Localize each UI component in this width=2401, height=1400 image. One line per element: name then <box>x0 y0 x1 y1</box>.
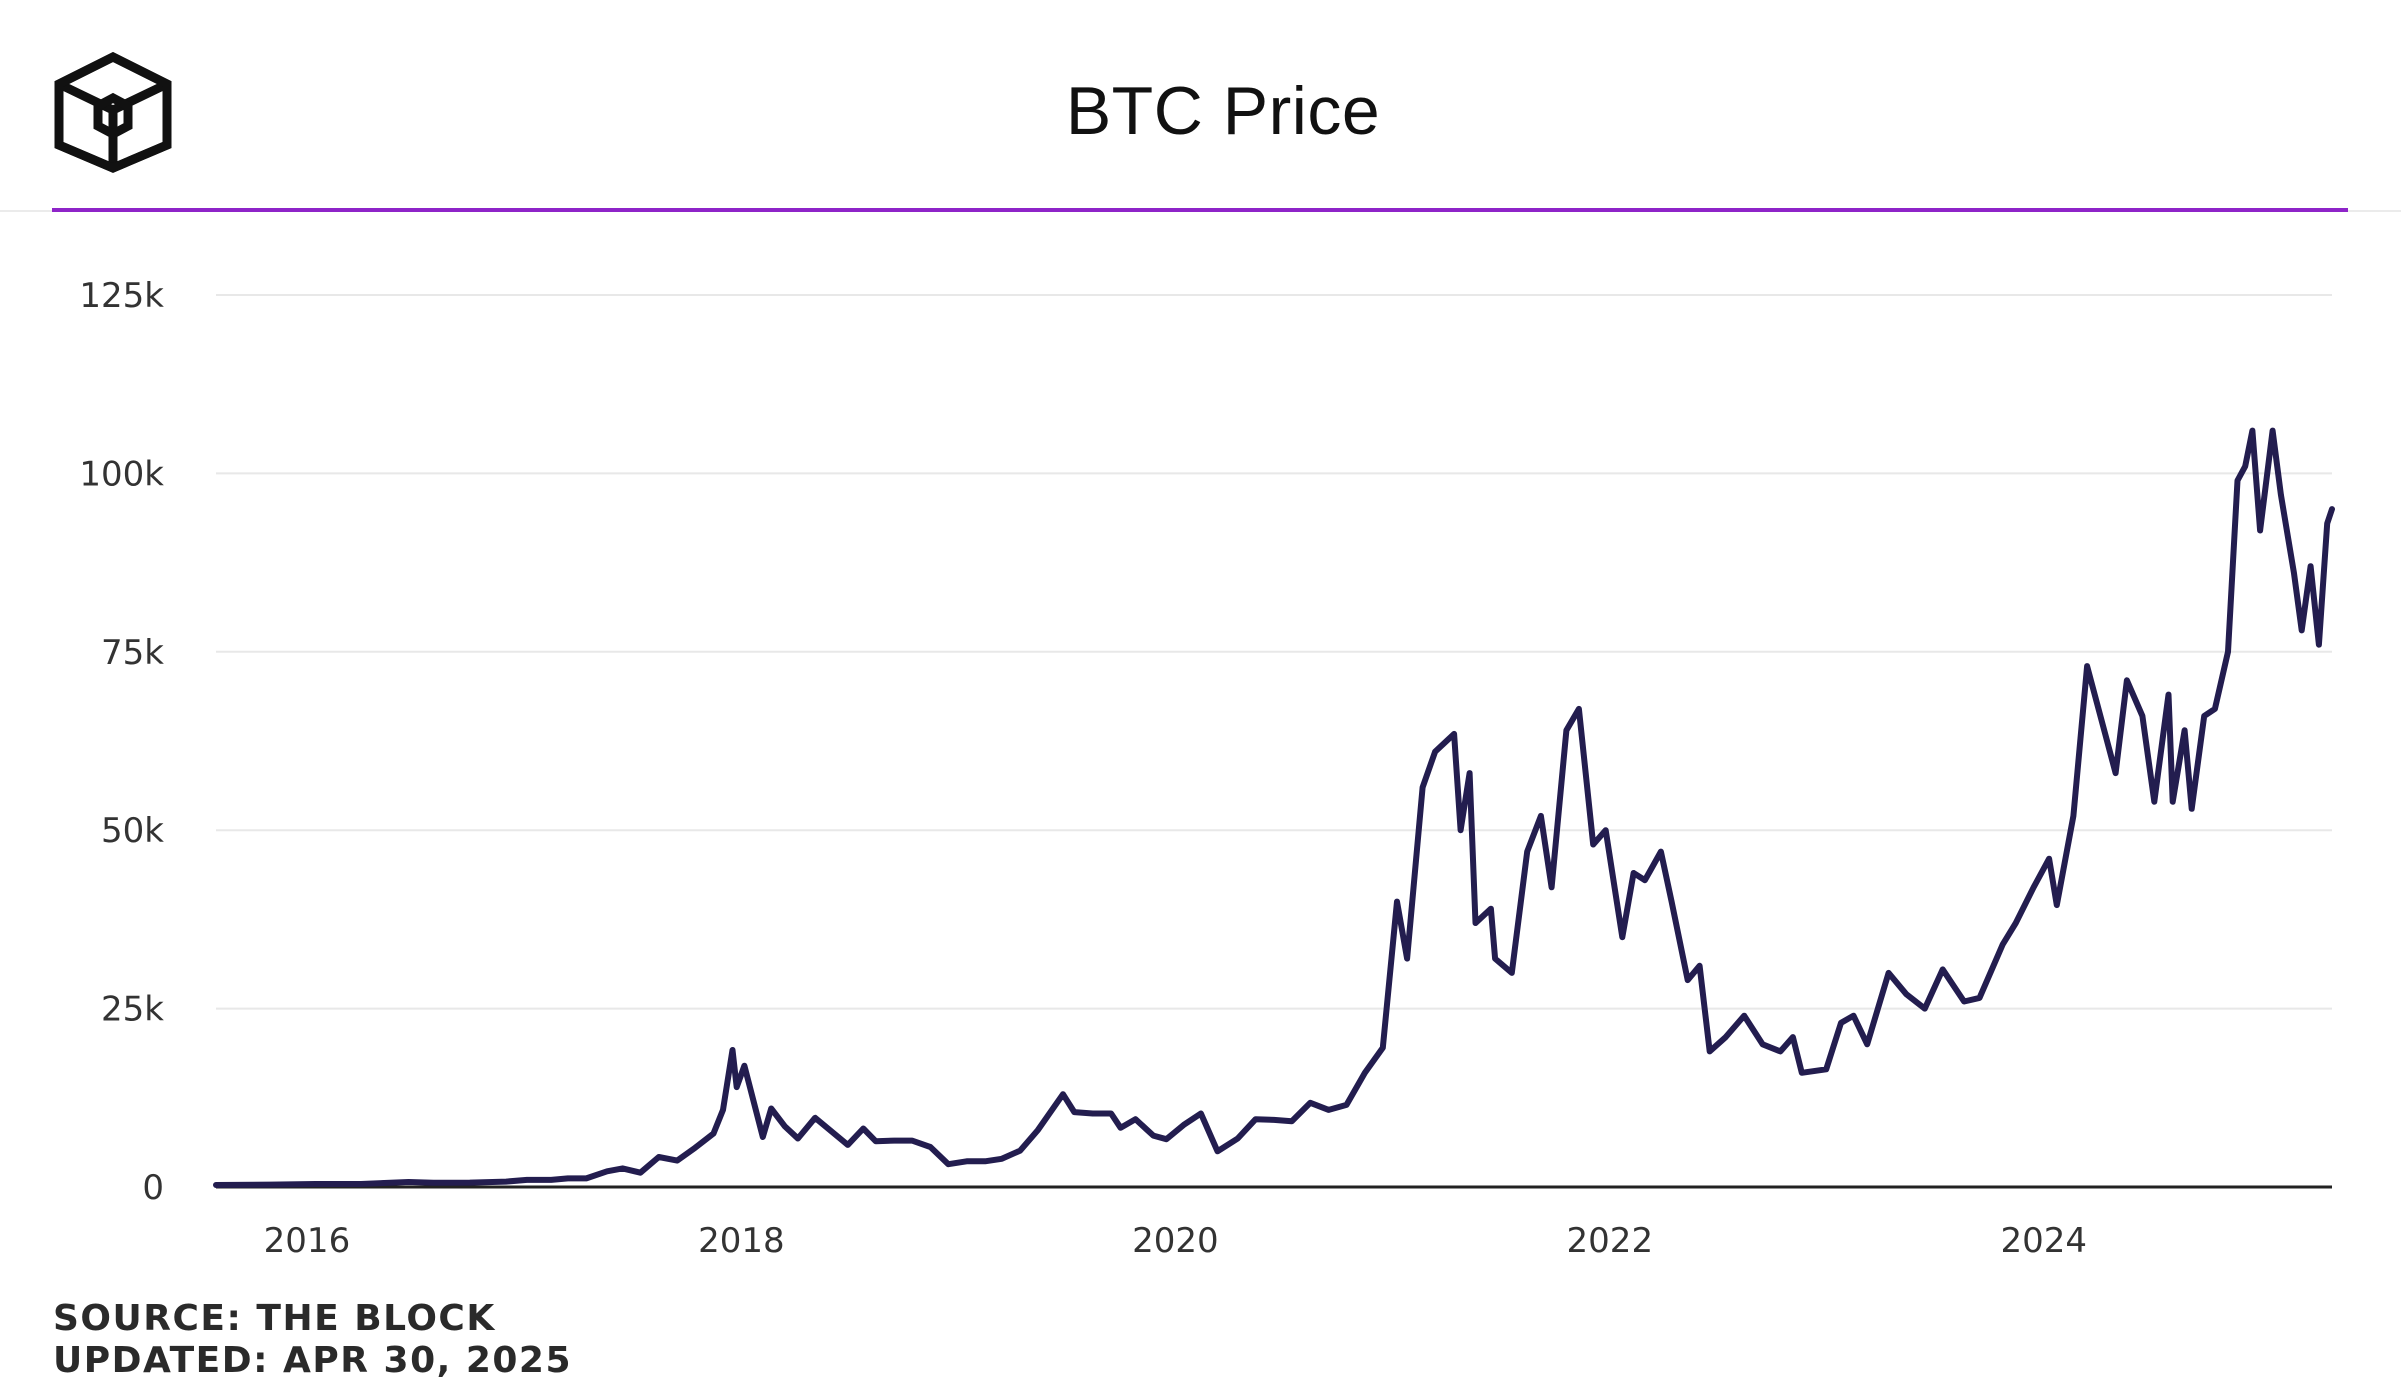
y-tick-label: 125k <box>79 276 164 316</box>
x-tick-label: 2024 <box>2000 1221 2087 1261</box>
chart-title: BTC Price <box>1065 73 1381 149</box>
title-accent-line <box>52 208 2348 212</box>
y-tick-label: 50k <box>101 811 164 851</box>
x-axis-tick-labels: 2016 2018 2020 2022 2024 <box>264 1221 2087 1261</box>
x-tick-label: 2022 <box>1567 1221 1654 1261</box>
x-tick-label: 2020 <box>1132 1221 1219 1261</box>
chart-footer: SOURCE: THE BLOCK UPDATED: APR 30, 2025 <box>53 1298 572 1382</box>
y-tick-label: 25k <box>101 990 164 1030</box>
y-tick-label: 0 <box>142 1168 164 1208</box>
y-axis-tick-labels: 0 25k 50k 75k 100k 125k <box>79 276 164 1208</box>
btc-price-series-line <box>213 427 2335 1188</box>
updated-note: UPDATED: APR 30, 2025 <box>53 1340 573 1381</box>
the-block-cube-logo-icon <box>54 51 172 173</box>
x-tick-label: 2018 <box>698 1221 785 1261</box>
y-tick-label: 100k <box>79 454 164 494</box>
x-tick-label: 2016 <box>264 1221 351 1261</box>
y-tick-label: 75k <box>101 633 164 673</box>
grid-lines <box>216 294 2332 1010</box>
series-group <box>213 427 2335 1188</box>
source-note: SOURCE: THE BLOCK <box>53 1298 496 1339</box>
